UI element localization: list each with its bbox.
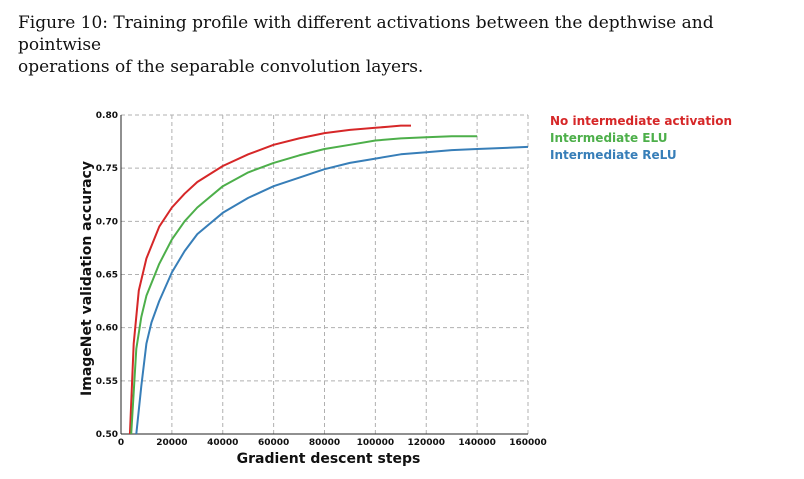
x-tick-label: 140000 (458, 438, 496, 448)
caption-line-2: operations of the separable convolution … (18, 57, 424, 77)
legend-entry: Intermediate ELU (550, 131, 667, 145)
x-tick-label: 20000 (156, 438, 187, 448)
legend-entry: No intermediate activation (550, 114, 732, 128)
legend: No intermediate activation Intermediate E… (550, 114, 732, 162)
x-tick-label: 100000 (357, 438, 395, 448)
x-tick-label: 80000 (309, 438, 340, 448)
axes (120, 115, 528, 435)
y-tick-label: 0.55 (96, 377, 118, 387)
y-tick-label: 0.70 (96, 217, 118, 227)
x-tick-label: 60000 (258, 438, 289, 448)
legend-entry: Intermediate ReLU (550, 148, 677, 162)
caption-line-1: Figure 10: Training profile with differe… (18, 13, 714, 55)
series-line (128, 124, 411, 435)
grid-lines (121, 114, 529, 434)
x-tick-label: 120000 (407, 438, 445, 448)
y-tick-label: 0.75 (96, 164, 118, 174)
x-tick-label: 160000 (509, 438, 547, 448)
x-axis-label: Gradient descent steps (237, 451, 421, 467)
y-tick-label: 0.50 (96, 430, 118, 440)
y-tick-label: 0.80 (96, 111, 118, 121)
y-tick-label: 0.60 (96, 324, 118, 334)
y-tick-label: 0.65 (96, 271, 118, 281)
series-line (135, 145, 529, 435)
x-tick-label: 0 (118, 438, 124, 448)
series-lines (128, 124, 529, 435)
y-axis-label: ImageNet validation accuracy (79, 161, 95, 396)
figure-caption: Figure 10: Training profile with differe… (18, 12, 798, 78)
tick-labels: 0 20000 40000 60000 80000 100000 120000 140000 1… (96, 111, 547, 448)
x-tick-label: 40000 (207, 438, 238, 448)
series-line (130, 135, 478, 435)
